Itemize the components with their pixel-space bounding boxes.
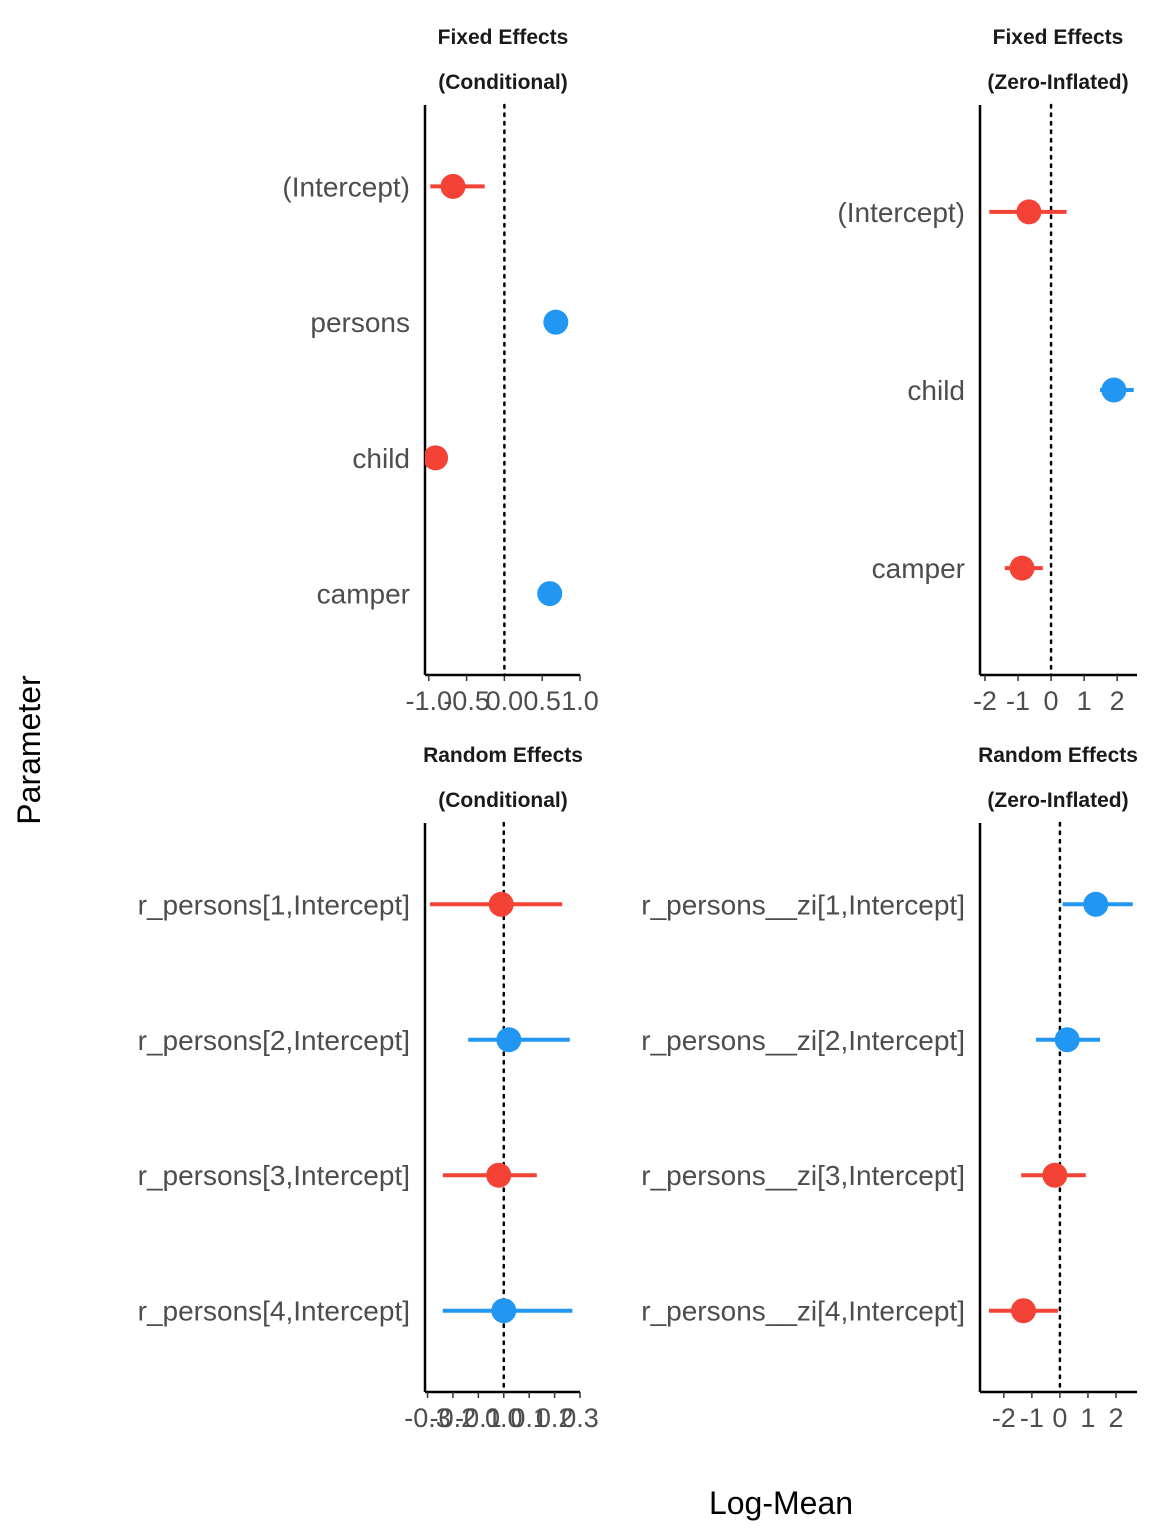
estimate-point [488, 891, 514, 917]
parameter-label: (Intercept) [282, 171, 410, 202]
parameter-label: r_persons__zi[2,Intercept] [641, 1025, 965, 1056]
x-tick-label: -2 [973, 686, 997, 716]
parameter-label: (Intercept) [837, 197, 965, 228]
marks [425, 173, 569, 607]
estimate-point [537, 581, 563, 607]
parameter-label: r_persons__zi[3,Intercept] [641, 1160, 965, 1191]
marks [988, 891, 1133, 1324]
panel-subtitle: (Conditional) [438, 71, 567, 94]
panel-subtitle: (Zero-Inflated) [987, 789, 1128, 812]
x-tick-label: 0.3 [561, 1403, 599, 1433]
estimate-point [496, 1027, 522, 1053]
estimate-point [486, 1162, 512, 1188]
estimate-point [1083, 891, 1109, 917]
x-tick-label: 0.0 [485, 1403, 523, 1433]
x-tick-label: 0.5 [523, 686, 561, 716]
x-tick-label: -1 [1020, 1403, 1044, 1433]
estimate-point [491, 1298, 517, 1324]
x-axis-title: Log-Mean [709, 1485, 853, 1521]
estimate-point [1042, 1162, 1068, 1188]
y-axis-title: Parameter [11, 675, 47, 825]
x-tick-label: -0.2 [430, 1403, 477, 1433]
x-tick-label: -0.5 [443, 686, 490, 716]
panels: Fixed Effects(Conditional)-1.0-0.50.0 0.5… [138, 26, 1138, 1433]
estimate-point [1010, 1298, 1036, 1324]
x-tick-label: 1 [1080, 1403, 1095, 1433]
parameter-label: r_persons[1,Intercept] [138, 889, 410, 920]
parameter-label: r_persons__zi[1,Intercept] [641, 889, 965, 920]
parameter-label: camper [872, 553, 965, 584]
panel-subtitle: (Zero-Inflated) [987, 71, 1128, 94]
panel-title: Fixed Effects [438, 26, 569, 49]
x-tick-label: 2 [1108, 1403, 1123, 1433]
parameter-label: r_persons[4,Intercept] [138, 1296, 410, 1327]
x-tick-label: 1.0 [561, 686, 599, 716]
estimate-point [440, 173, 466, 199]
estimate-point [1016, 199, 1042, 225]
estimate-point [1101, 377, 1127, 403]
x-tick-label: -0.1 [455, 1403, 502, 1433]
x-tick-label: 0 [1052, 1403, 1067, 1433]
panel-random-conditional: Random Effects(Conditional)-0.3-0.2-0.10… [138, 744, 599, 1433]
x-tick-label: -1.0 [406, 686, 453, 716]
parameter-label: persons [310, 307, 410, 338]
parameter-label: r_persons__zi[4,Intercept] [641, 1296, 965, 1327]
x-tick-label: 1 [1077, 686, 1092, 716]
estimate-point [1009, 555, 1035, 581]
x-tick-label: -2 [992, 1403, 1016, 1433]
x-tick-label: -1 [1006, 686, 1030, 716]
panel-random-zero-inflated: Random Effects (Zero-Inflated) -2 -1 0 1 2 r_pe… [641, 744, 1138, 1433]
x-tick-label: 0.2 [536, 1403, 574, 1433]
x-tick-label: 0 [1044, 686, 1059, 716]
panel-fixed-conditional: Fixed Effects (Conditional) -1.0-0.50.0 0.5… [282, 26, 598, 716]
marks [989, 199, 1134, 581]
estimate-point [425, 445, 449, 471]
x-tick-label: 0.1 [510, 1403, 548, 1433]
panel-title: Random Effects [423, 744, 583, 767]
panel-title: Random Effects [978, 744, 1138, 767]
panel-subtitle: (Conditional) [438, 789, 567, 812]
panel-fixed-zero-inflated: Fixed Effects (Zero-Inflated) -2 -1 0 1 2 (Inte… [837, 26, 1137, 716]
panel-title: Fixed Effects [993, 26, 1124, 49]
x-tick-label: 2 [1110, 686, 1125, 716]
x-tick-label: 0.0 [486, 686, 524, 716]
estimate-point [543, 309, 569, 335]
parameter-label: camper [317, 579, 410, 610]
parameter-label: r_persons[2,Intercept] [138, 1025, 410, 1056]
x-tick-label: -0.3 [404, 1403, 451, 1433]
parameter-label: child [352, 443, 410, 474]
estimate-point [1054, 1027, 1080, 1053]
marks [430, 891, 573, 1324]
parameter-label: r_persons[3,Intercept] [138, 1160, 410, 1191]
parameter-label: child [907, 375, 965, 406]
